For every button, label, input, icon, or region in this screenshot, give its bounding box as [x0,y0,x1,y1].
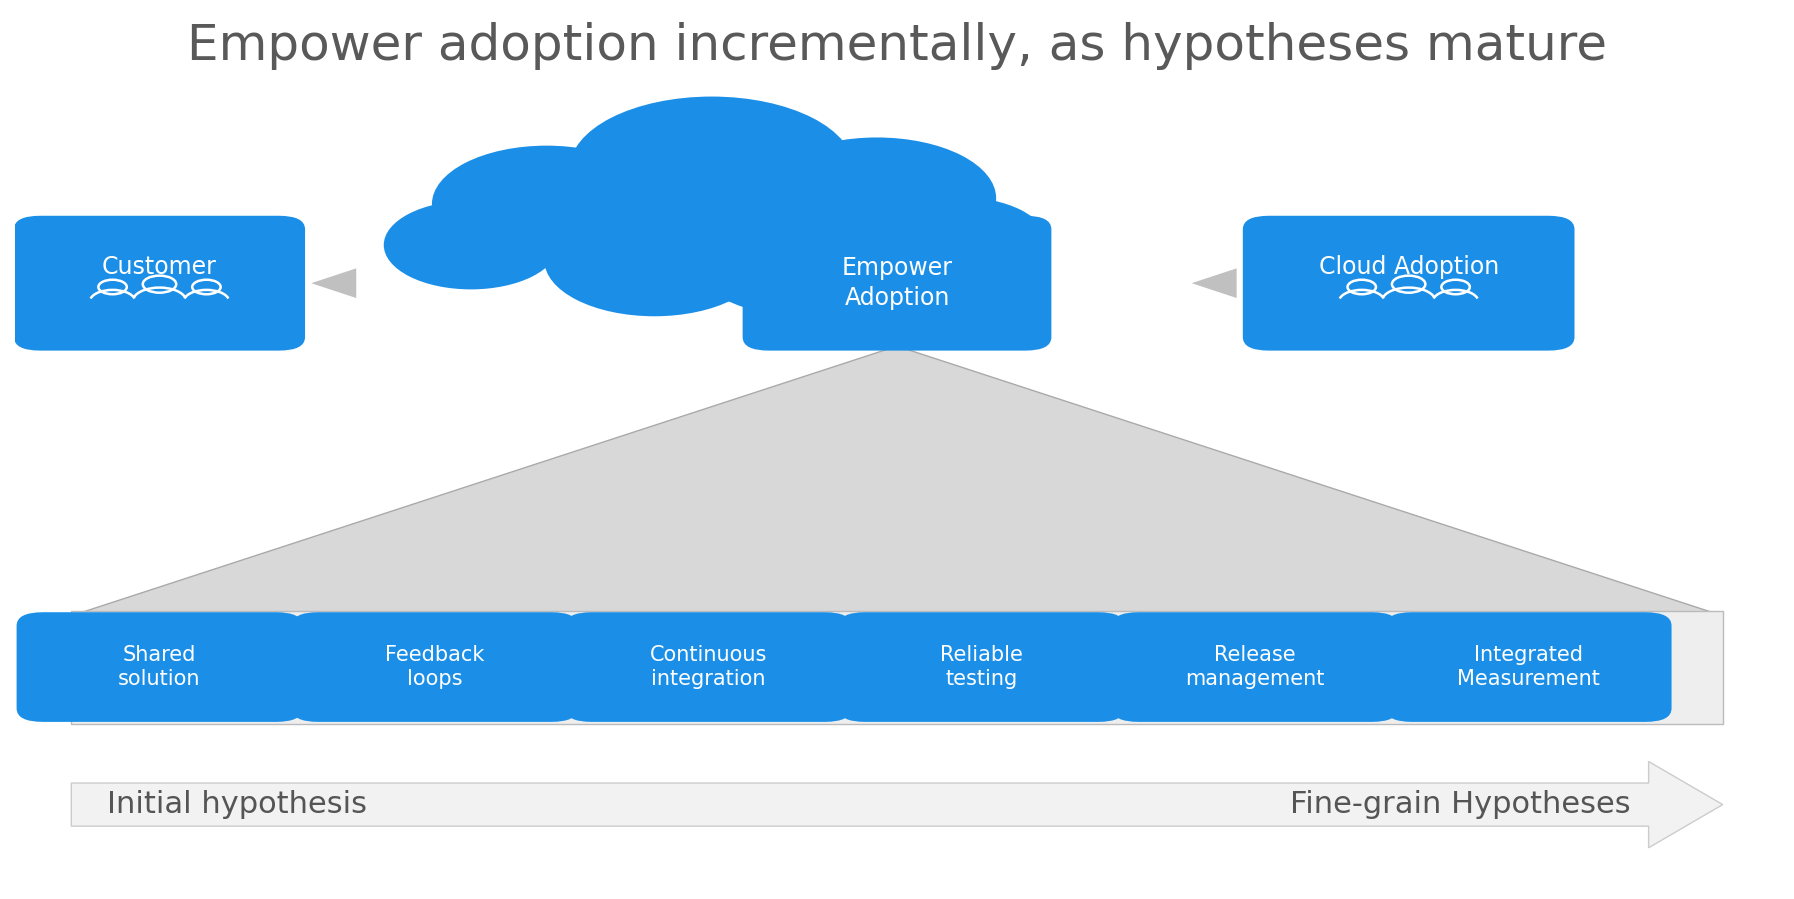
Ellipse shape [694,204,913,316]
Polygon shape [72,761,1722,848]
Text: Continuous
integration: Continuous integration [649,645,766,690]
Ellipse shape [432,146,662,263]
Ellipse shape [544,204,764,316]
Text: Release
management: Release management [1186,645,1324,690]
FancyBboxPatch shape [292,612,578,722]
Text: Empower adoption incrementally, as hypotheses mature: Empower adoption incrementally, as hypot… [187,22,1607,70]
Text: Customer: Customer [102,255,217,279]
Polygon shape [310,268,357,298]
Polygon shape [72,346,1722,616]
FancyBboxPatch shape [840,612,1125,722]
Ellipse shape [872,197,1046,286]
Ellipse shape [569,96,854,242]
Text: Cloud Adoption: Cloud Adoption [1319,255,1498,279]
Text: Shared
solution: Shared solution [118,645,201,690]
FancyBboxPatch shape [14,216,305,351]
Ellipse shape [384,200,558,289]
FancyBboxPatch shape [1112,612,1398,722]
Text: Empower
Adoption: Empower Adoption [841,256,953,310]
Text: Feedback
loops: Feedback loops [386,645,484,690]
Ellipse shape [757,138,996,259]
FancyBboxPatch shape [72,611,1722,724]
Text: Initial hypothesis: Initial hypothesis [106,790,366,819]
Text: Integrated
Measurement: Integrated Measurement [1457,645,1600,690]
Polygon shape [1191,268,1236,298]
FancyBboxPatch shape [1243,216,1575,351]
FancyBboxPatch shape [16,612,303,722]
Text: Fine-grain Hypotheses: Fine-grain Hypotheses [1290,790,1631,819]
Text: Reliable
testing: Reliable testing [940,645,1023,690]
FancyBboxPatch shape [743,216,1051,351]
FancyBboxPatch shape [1385,612,1672,722]
FancyBboxPatch shape [565,612,850,722]
